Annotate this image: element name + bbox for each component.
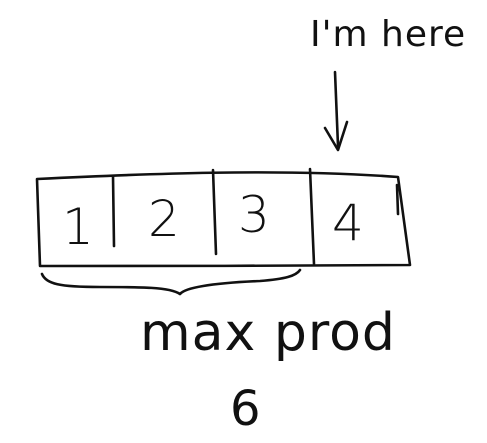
- cell-divider: [111, 174, 116, 248]
- range-brace: [40, 268, 302, 296]
- array-outline: [35, 171, 412, 268]
- cell-divider: [395, 183, 400, 216]
- array-cell-value: 4: [332, 194, 364, 252]
- array-cell-value: 3: [238, 186, 270, 244]
- array-cell-value: 2: [148, 190, 180, 248]
- down-arrow-icon: [323, 70, 349, 152]
- result-value: 6: [230, 381, 261, 437]
- range-label: max prod: [140, 303, 396, 363]
- pointer-label: I'm here: [310, 14, 466, 55]
- array-box: 1 2 3 4: [35, 167, 412, 268]
- cell-divider: [308, 167, 316, 266]
- cell-divider: [211, 168, 218, 256]
- array-cell-value: 1: [62, 198, 94, 256]
